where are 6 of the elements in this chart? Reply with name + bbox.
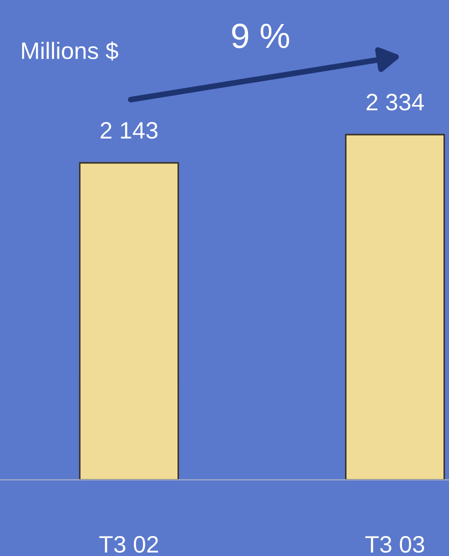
x-tick-label: T3 02 (99, 536, 158, 553)
x-tick-label: T3 03 (365, 536, 424, 553)
text: 9 % (232, 24, 290, 48)
data-label: 2 143 (100, 122, 158, 139)
y-axis-title: Millions $ (22, 41, 118, 61)
data-label: 2 334 (366, 94, 424, 111)
